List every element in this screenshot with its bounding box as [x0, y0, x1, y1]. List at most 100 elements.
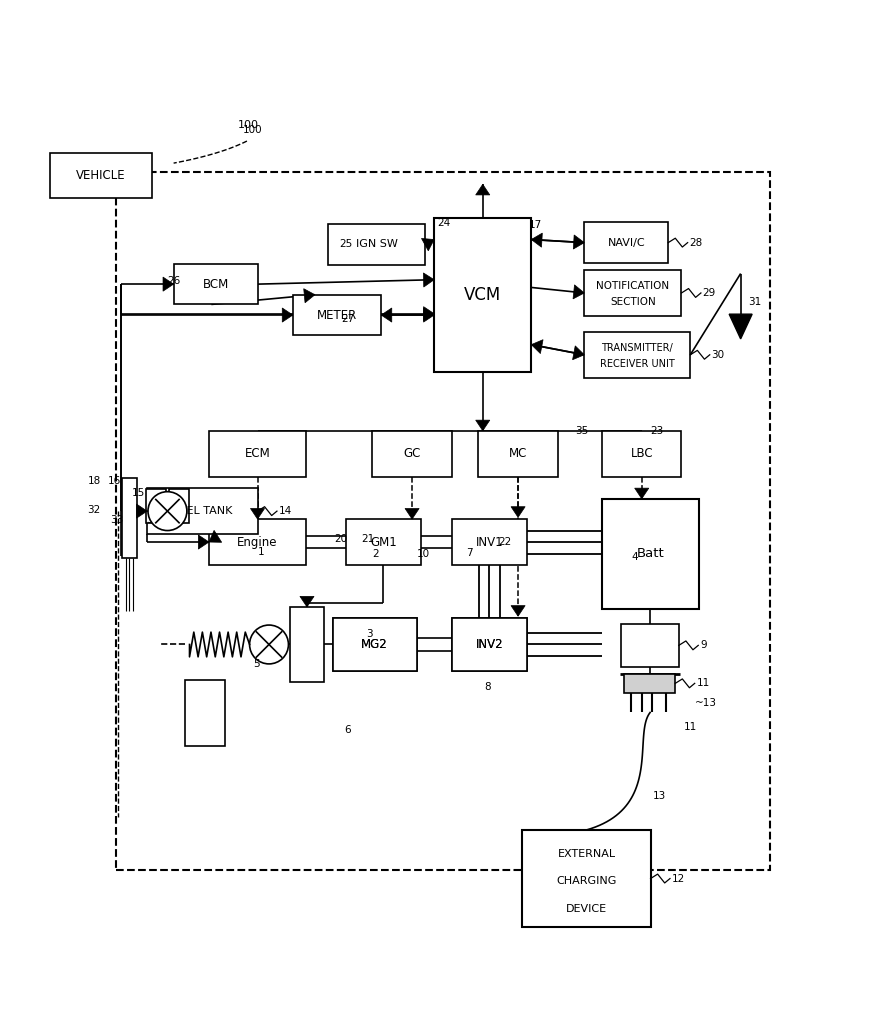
Bar	[185, 680, 225, 746]
Polygon shape	[511, 605, 525, 616]
Polygon shape	[422, 239, 434, 251]
Text: FUEL TANK: FUEL TANK	[172, 506, 232, 516]
Polygon shape	[424, 273, 434, 287]
Text: 23: 23	[650, 426, 664, 436]
Polygon shape	[147, 504, 158, 518]
Polygon shape	[424, 306, 434, 321]
Text: 11: 11	[684, 722, 697, 731]
Text: DEVICE: DEVICE	[566, 903, 607, 913]
Text: 32: 32	[87, 505, 100, 515]
Polygon shape	[572, 346, 584, 359]
Text: METER: METER	[317, 308, 357, 322]
Text: 20: 20	[334, 535, 347, 545]
Text: 17: 17	[529, 220, 542, 230]
Bar	[169, 489, 189, 522]
Text: 1: 1	[258, 547, 264, 557]
Text: 22: 22	[498, 537, 511, 547]
Bar	[452, 519, 527, 565]
Text: 18: 18	[88, 476, 101, 486]
Text: SECTION: SECTION	[610, 297, 656, 307]
Polygon shape	[573, 285, 584, 299]
Polygon shape	[634, 488, 649, 499]
Bar	[50, 153, 152, 199]
Text: Engine: Engine	[237, 536, 278, 549]
Polygon shape	[304, 289, 315, 303]
Text: INV1: INV1	[476, 536, 503, 549]
Bar	[146, 489, 166, 522]
Polygon shape	[136, 504, 147, 518]
Text: 5: 5	[253, 658, 260, 669]
Text: 3: 3	[366, 629, 373, 639]
Text: 31: 31	[748, 297, 761, 307]
Text: 14: 14	[279, 506, 292, 516]
Text: IGN SW: IGN SW	[356, 240, 398, 250]
Text: 27: 27	[341, 314, 354, 325]
Bar	[478, 431, 558, 476]
Bar	[328, 224, 425, 264]
Polygon shape	[198, 535, 209, 549]
Text: INV2: INV2	[476, 638, 503, 651]
Text: GM1: GM1	[370, 536, 397, 549]
Text: 25: 25	[338, 240, 352, 250]
Bar	[346, 519, 421, 565]
Text: RECEIVER UNIT: RECEIVER UNIT	[600, 359, 674, 369]
Text: 10: 10	[416, 549, 430, 558]
Text: ~13: ~13	[695, 697, 717, 708]
Bar	[584, 222, 668, 263]
Polygon shape	[163, 278, 174, 291]
Bar	[332, 618, 416, 671]
Text: 30: 30	[711, 350, 725, 359]
Text: 9: 9	[700, 640, 707, 650]
Text: 8: 8	[485, 682, 491, 692]
Text: 26: 26	[167, 275, 181, 286]
Bar	[452, 618, 527, 671]
Text: 16: 16	[107, 476, 120, 486]
Circle shape	[250, 625, 289, 664]
Text: 34: 34	[146, 515, 159, 525]
Bar	[209, 431, 306, 476]
Text: MG2: MG2	[361, 638, 388, 651]
Text: 11: 11	[696, 678, 710, 688]
Bar	[602, 431, 681, 476]
Text: 35: 35	[576, 426, 588, 436]
Text: BCM: BCM	[202, 278, 229, 291]
Polygon shape	[532, 340, 543, 353]
Bar	[291, 607, 323, 682]
Polygon shape	[283, 308, 293, 323]
Text: 28: 28	[689, 238, 703, 248]
Text: GC: GC	[403, 447, 421, 460]
Polygon shape	[573, 234, 584, 249]
Polygon shape	[300, 596, 314, 607]
Text: INV2: INV2	[476, 638, 503, 651]
Text: 2: 2	[372, 549, 379, 558]
Text: 29: 29	[703, 288, 716, 298]
Polygon shape	[251, 509, 265, 519]
Bar	[332, 618, 416, 671]
Text: 33: 33	[110, 515, 123, 525]
Bar	[584, 332, 690, 378]
Polygon shape	[476, 420, 490, 431]
Text: VCM: VCM	[464, 286, 501, 304]
Bar	[624, 674, 675, 693]
Text: ECM: ECM	[245, 447, 270, 460]
Text: TRANSMITTER/: TRANSMITTER/	[602, 343, 673, 353]
Text: 13: 13	[653, 792, 666, 802]
Text: 21: 21	[361, 535, 374, 545]
Text: 4: 4	[631, 552, 638, 562]
Text: NOTIFICATION: NOTIFICATION	[596, 281, 670, 291]
Polygon shape	[405, 509, 419, 519]
Text: MC: MC	[509, 447, 527, 460]
Text: 24: 24	[437, 218, 450, 228]
Text: Batt: Batt	[637, 548, 664, 560]
Text: LBC: LBC	[631, 447, 653, 460]
Text: 100: 100	[243, 126, 262, 135]
Text: 6: 6	[344, 725, 351, 735]
Polygon shape	[729, 314, 752, 339]
Bar	[372, 431, 452, 476]
Text: MG2: MG2	[361, 638, 388, 651]
Bar	[116, 172, 770, 869]
Bar	[452, 618, 527, 671]
Text: 100: 100	[238, 121, 259, 130]
Bar	[584, 270, 681, 316]
Bar	[293, 295, 381, 335]
